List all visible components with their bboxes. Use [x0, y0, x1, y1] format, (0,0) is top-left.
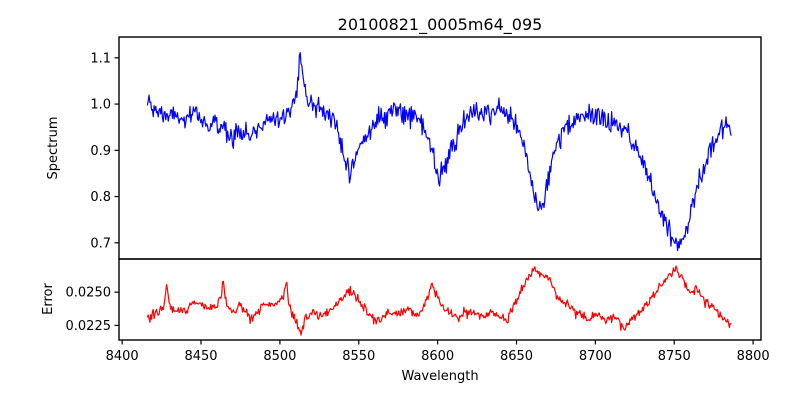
chart-title: 20100821_0005m64_095: [338, 15, 543, 35]
x-tick-label: 8400: [106, 349, 139, 364]
spectrum-y-axis-label: Spectrum: [46, 117, 61, 180]
error-axes-spine: [118, 258, 762, 341]
x-axis-label: Wavelength: [401, 369, 478, 384]
spectrum-y-tick-label: 1.1: [90, 51, 111, 66]
x-tick-label: 8750: [658, 349, 691, 364]
spectrum-axes-spine: [118, 36, 762, 260]
x-tick-label: 8650: [500, 349, 533, 364]
spectrum-y-tick-label: 0.7: [90, 236, 111, 251]
error-curve: [146, 265, 732, 336]
x-tick-label: 8550: [342, 349, 375, 364]
error-y-tick-label: 0.0225: [66, 319, 112, 334]
spectrum-y-tick-label: 1.0: [90, 98, 111, 113]
spectrum-y-tick-label: 0.8: [90, 190, 111, 205]
spectrum-curve: [146, 51, 732, 252]
x-tick-label: 8800: [737, 349, 770, 364]
error-y-tick-label: 0.0250: [66, 286, 112, 301]
error-y-axis-label: Error: [41, 283, 56, 315]
x-tick-label: 8500: [263, 349, 296, 364]
x-tick-label: 8450: [184, 349, 217, 364]
x-tick-label: 8700: [579, 349, 612, 364]
x-tick-label: 8600: [421, 349, 454, 364]
spectrum-y-tick-label: 0.9: [90, 144, 111, 159]
